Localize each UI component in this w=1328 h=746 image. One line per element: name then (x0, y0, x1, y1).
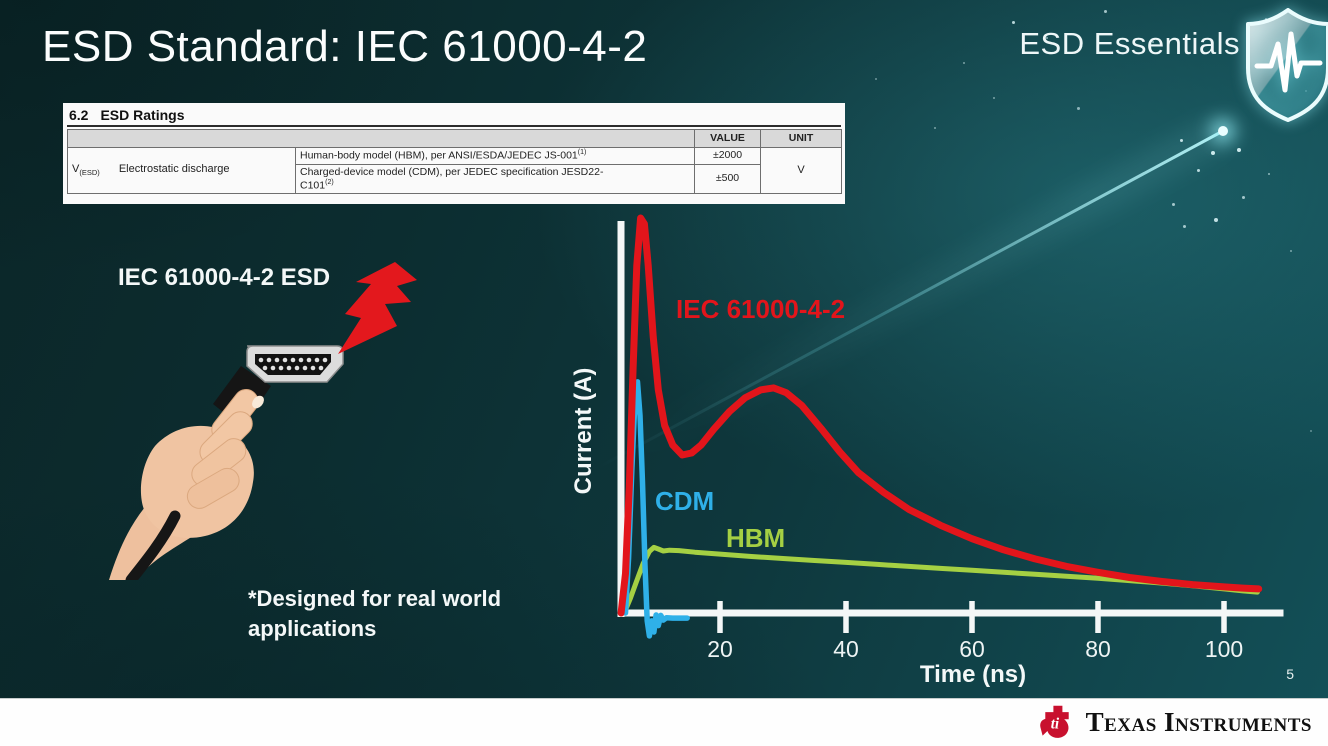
footer-bar: ti Texas Instruments (0, 698, 1328, 746)
x-tick (1221, 601, 1227, 633)
star (963, 62, 965, 64)
ratings-table: VALUE UNIT V(ESD) Electrostatic discharg… (67, 129, 842, 195)
rating-unit: V (760, 146, 842, 195)
fingernail (252, 395, 264, 409)
x-tick-label: 60 (959, 636, 985, 662)
x-tick (717, 601, 723, 633)
connector-opening (255, 354, 331, 375)
page-number: 5 (1286, 666, 1294, 682)
star (1180, 139, 1183, 142)
parameter-cell: V(ESD) Electrostatic discharge (67, 146, 296, 195)
series-label-cdm: CDM (655, 486, 714, 516)
param-subscript: (ESD) (79, 168, 100, 178)
value-column-header: VALUE (694, 129, 761, 148)
ti-logo: ti Texas Instruments (1038, 704, 1312, 740)
star (1237, 148, 1241, 152)
y-axis-title: Current (A) (570, 368, 597, 495)
star (1214, 218, 1218, 222)
brand-wordmark: ESD Essentials (1019, 26, 1240, 61)
series-label-iec-61000-4-2: IEC 61000-4-2 (676, 294, 845, 324)
star (934, 127, 936, 129)
table-row: Charged-device model (CDM), per JEDEC sp… (68, 163, 842, 195)
star (1012, 21, 1015, 24)
svg-text:ti: ti (1050, 715, 1059, 732)
ti-bug-icon: ti (1039, 705, 1069, 738)
ratings-header-spacer (67, 129, 695, 148)
ti-logo-text: Texas Instruments (1085, 706, 1312, 737)
footnote: *Designed for real world applications (248, 586, 502, 641)
fingers (186, 389, 264, 509)
star (1242, 196, 1245, 199)
series-label-hbm: HBM (726, 523, 785, 553)
star (1172, 203, 1175, 206)
unit-column-header: UNIT (760, 129, 842, 148)
star (1046, 37, 1048, 39)
star (1268, 173, 1270, 175)
ratings-section-title: ESD Ratings (100, 107, 185, 123)
page-title: ESD Standard: IEC 61000-4-2 (42, 22, 648, 71)
connector-pins (258, 357, 328, 371)
star (1290, 250, 1292, 252)
figure-label: IEC 61000-4-2 ESD (118, 264, 331, 291)
star (1152, 41, 1154, 43)
rating-value-hbm: ±2000 (694, 147, 761, 165)
param-symbol: V (72, 163, 80, 176)
hdmi-connector (246, 345, 344, 383)
curve-hbm (621, 544, 1260, 616)
x-tick-label: 40 (833, 636, 859, 662)
esd-strike-figure (109, 262, 417, 580)
star (1183, 225, 1186, 228)
x-tick (843, 601, 849, 633)
x-tick-label: 20 (707, 636, 733, 662)
param-name: Electrostatic discharge (118, 163, 230, 176)
rating-desc-cdm: Charged-device model (CDM), per JEDEC sp… (295, 163, 695, 195)
x-tick-label: 100 (1205, 636, 1243, 662)
shield-pulse-icon (1246, 8, 1328, 122)
star (1211, 151, 1215, 155)
ratings-section-number: 6.2 (69, 107, 89, 123)
table-row: V(ESD) Electrostatic discharge Human-bod… (67, 146, 842, 195)
star (1197, 169, 1200, 172)
x-tick (1095, 601, 1101, 633)
star (1077, 107, 1080, 110)
star (1310, 430, 1312, 432)
rating-value-cdm: ±500 (694, 163, 761, 195)
star (875, 78, 877, 80)
cable-lower (125, 510, 181, 580)
x-axis (617, 609, 1284, 617)
heartbeat-pulse-line (1254, 31, 1323, 93)
light-beam-head (1218, 126, 1228, 136)
x-tick (969, 601, 975, 633)
esd-ratings-panel: 6.2 ESD Ratings VALUE UNIT V(ESD) Electr… (63, 103, 845, 204)
x-tick-label: 80 (1085, 636, 1111, 662)
y-axis (617, 221, 625, 617)
x-axis-title: Time (ns) (920, 661, 1026, 688)
rating-desc-hbm: Human-body model (HBM), per ANSI/ESDA/JE… (295, 147, 695, 165)
star (1104, 10, 1107, 13)
star (1265, 18, 1267, 20)
ratings-heading: 6.2 ESD Ratings (67, 106, 841, 127)
lightning-bolt-icon (338, 262, 417, 354)
star (993, 97, 995, 99)
